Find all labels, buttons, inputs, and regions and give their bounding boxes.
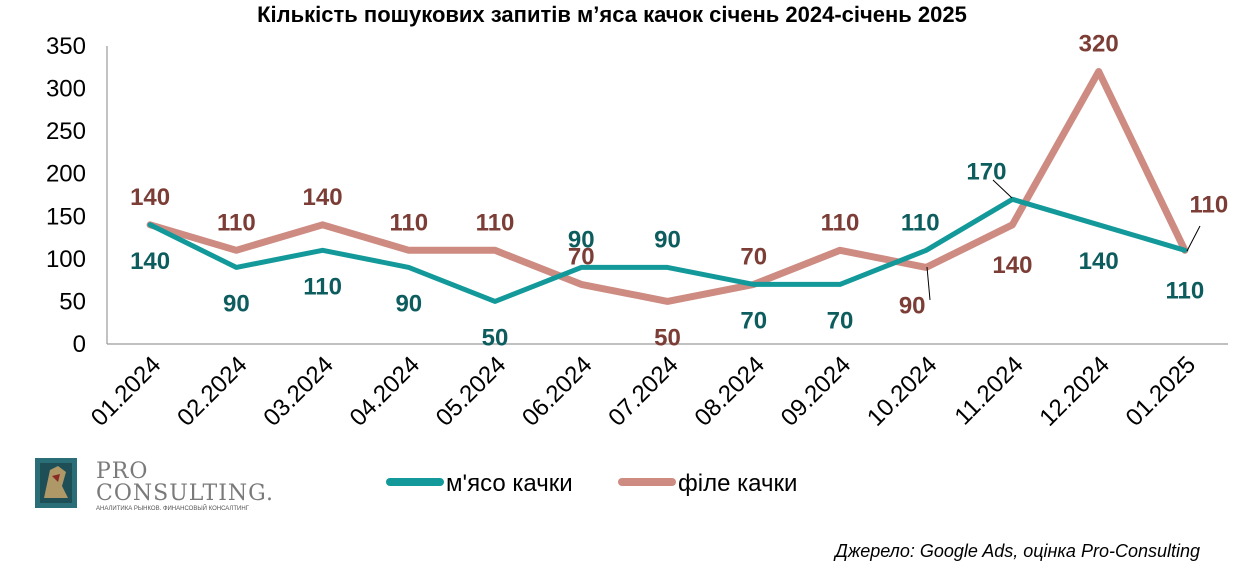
y-tick-label: 150 (46, 203, 86, 230)
x-tick-label: 08.2024 (690, 351, 770, 431)
x-tick-label: 03.2024 (258, 351, 338, 431)
x-tick-labels: 01.2024 02.2024 03.2024 04.2024 05.2024 06.20… (86, 351, 1201, 431)
data-label-file: 110 (1190, 191, 1229, 218)
leader-line-10-2024 (926, 266, 931, 301)
chart-title: Кількість пошукових запитів м’яса качок … (257, 2, 967, 27)
x-tick-label: 04.2024 (345, 351, 425, 431)
axes (106, 46, 1228, 345)
logo-text-pro: PRO (96, 459, 148, 484)
x-tick-label: 12.2024 (1034, 351, 1114, 431)
data-label-file: 110 (217, 209, 256, 236)
data-label-myaso: 90 (395, 290, 422, 317)
data-label-file: 320 (1079, 31, 1119, 58)
data-label-myaso: 70 (740, 307, 767, 334)
y-tick-label: 300 (46, 76, 86, 103)
y-tick-label: 350 (46, 33, 86, 60)
x-tick-label: 07.2024 (603, 351, 683, 431)
data-label-file: 110 (821, 209, 860, 236)
y-tick-label: 0 (73, 331, 86, 358)
data-label-file: 140 (992, 252, 1032, 279)
data-label-file: 110 (476, 209, 515, 236)
data-label-myaso: 110 (303, 273, 342, 300)
x-tick-label: 10.2024 (862, 351, 942, 431)
data-label-file: 140 (130, 184, 170, 211)
x-tick-label: 11.2024 (949, 351, 1028, 430)
data-label-myaso: 140 (1079, 248, 1119, 275)
data-label-myaso: 90 (223, 290, 250, 317)
y-tick-labels: 0 50 100 150 200 250 300 350 (46, 33, 86, 358)
x-tick-label: 06.2024 (517, 351, 597, 431)
data-label-myaso: 110 (1166, 277, 1205, 304)
data-label-file: 90 (899, 292, 926, 319)
logo-text-consulting: CONSULTING. (96, 481, 274, 506)
data-label-myaso: 140 (130, 248, 170, 275)
x-tick-label: 01.2025 (1121, 351, 1201, 431)
series-line-myaso (147, 196, 1188, 304)
leader-line-01-2025 (1186, 225, 1201, 252)
data-label-file: 70 (740, 243, 767, 270)
y-tick-label: 200 (46, 161, 86, 188)
data-label-file: 140 (303, 184, 343, 211)
legend: м'ясо качки філе качки (386, 470, 797, 497)
x-tick-label: 01.2024 (86, 351, 166, 431)
data-label-file: 50 (654, 324, 681, 351)
data-label-myaso: 110 (901, 209, 940, 236)
legend-label-file: філе качки (678, 470, 797, 497)
logo-tagline: АНАЛИТИКА РЫНКОВ. ФИНАНСОВЫЙ КОНСАЛТИНГ (96, 504, 250, 512)
x-tick-label: 02.2024 (172, 351, 252, 431)
source-note: Джерело: Google Ads, оцінка Pro-Consulti… (833, 541, 1200, 561)
logo-accent-icon (52, 474, 60, 482)
x-tick-label: 09.2024 (776, 351, 856, 431)
data-label-myaso: 90 (568, 226, 595, 253)
leader-line-11-2024 (992, 179, 1013, 199)
data-label-myaso: 50 (482, 324, 509, 351)
leader-lines (926, 179, 1201, 301)
data-label-file: 110 (389, 209, 428, 236)
data-label-file: 70 (568, 243, 595, 270)
series-lines (146, 68, 1189, 305)
legend-label-myaso: м'ясо качки (446, 470, 573, 497)
data-label-myaso: 90 (654, 226, 681, 253)
y-tick-label: 250 (46, 118, 86, 145)
data-label-myaso: 170 (966, 158, 1006, 185)
data-label-myaso: 70 (827, 307, 854, 334)
series-line-file (146, 68, 1189, 305)
logo-horse-icon (44, 466, 68, 498)
x-tick-label: 05.2024 (431, 351, 511, 431)
y-tick-label: 100 (46, 246, 86, 273)
y-tick-label: 50 (59, 288, 86, 315)
pro-consulting-logo: PRO CONSULTING. АНАЛИТИКА РЫНКОВ. ФИНАНС… (35, 458, 274, 512)
